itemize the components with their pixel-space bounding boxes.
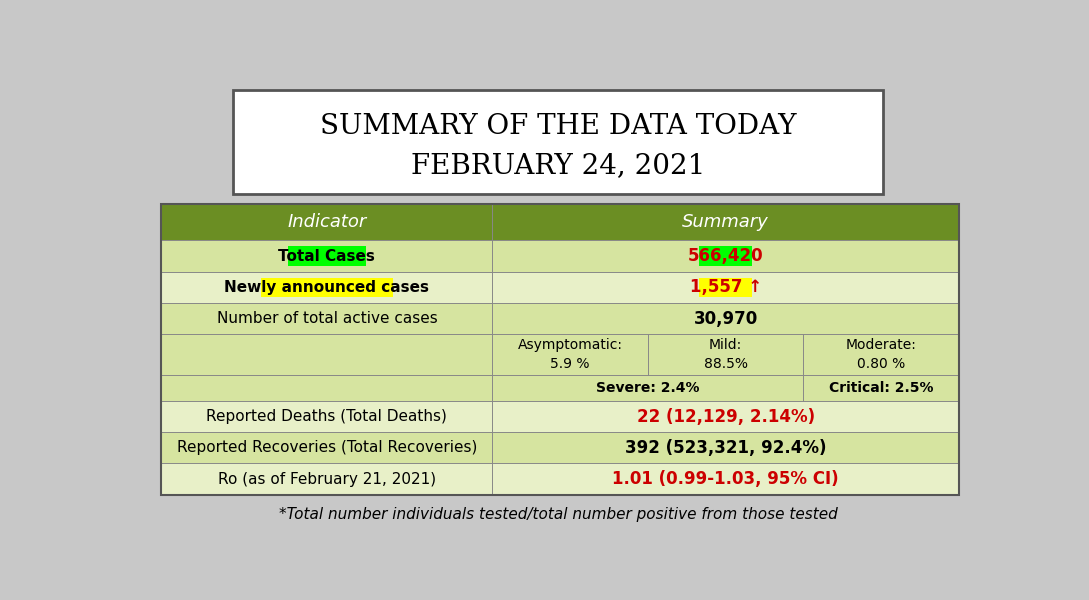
Text: *Total number individuals tested/total number positive from those tested: *Total number individuals tested/total n… <box>279 506 837 521</box>
FancyBboxPatch shape <box>161 334 959 374</box>
FancyBboxPatch shape <box>161 374 959 401</box>
Text: Mild:
88.5%: Mild: 88.5% <box>703 338 748 371</box>
Text: 566,420: 566,420 <box>688 247 763 265</box>
Text: Moderate:
0.80 %: Moderate: 0.80 % <box>846 338 917 371</box>
FancyBboxPatch shape <box>161 432 959 463</box>
Text: 22 (12,129, 2.14%): 22 (12,129, 2.14%) <box>637 407 815 425</box>
FancyBboxPatch shape <box>699 247 752 266</box>
Text: 30,970: 30,970 <box>694 310 758 328</box>
Text: Newly announced cases: Newly announced cases <box>224 280 429 295</box>
Text: Reported Recoveries (Total Recoveries): Reported Recoveries (Total Recoveries) <box>176 440 477 455</box>
Text: Asymptomatic:
5.9 %: Asymptomatic: 5.9 % <box>517 338 623 371</box>
FancyBboxPatch shape <box>699 278 752 297</box>
FancyBboxPatch shape <box>161 374 492 401</box>
Text: Ro (as of February 21, 2021): Ro (as of February 21, 2021) <box>218 472 436 487</box>
Text: 392 (523,321, 92.4%): 392 (523,321, 92.4%) <box>625 439 827 457</box>
FancyBboxPatch shape <box>161 203 959 241</box>
FancyBboxPatch shape <box>161 272 959 303</box>
Text: Indicator: Indicator <box>287 213 367 231</box>
Text: 1,557 ↑: 1,557 ↑ <box>689 278 762 296</box>
Text: Critical: 2.5%: Critical: 2.5% <box>829 381 933 395</box>
FancyBboxPatch shape <box>161 303 959 334</box>
Text: Reported Deaths (Total Deaths): Reported Deaths (Total Deaths) <box>207 409 448 424</box>
Text: 1.01 (0.99-1.03, 95% CI): 1.01 (0.99-1.03, 95% CI) <box>612 470 839 488</box>
FancyBboxPatch shape <box>161 241 959 272</box>
Text: Severe: 2.4%: Severe: 2.4% <box>596 381 700 395</box>
FancyBboxPatch shape <box>161 463 959 495</box>
Text: Number of total active cases: Number of total active cases <box>217 311 438 326</box>
FancyBboxPatch shape <box>161 334 492 374</box>
FancyBboxPatch shape <box>233 91 883 194</box>
FancyBboxPatch shape <box>289 247 366 266</box>
Text: Total Cases: Total Cases <box>279 248 376 263</box>
FancyBboxPatch shape <box>161 401 959 432</box>
Text: SUMMARY OF THE DATA TODAY: SUMMARY OF THE DATA TODAY <box>320 113 796 140</box>
Text: Summary: Summary <box>683 213 769 231</box>
FancyBboxPatch shape <box>261 278 393 297</box>
Text: FEBRUARY 24, 2021: FEBRUARY 24, 2021 <box>411 152 706 179</box>
